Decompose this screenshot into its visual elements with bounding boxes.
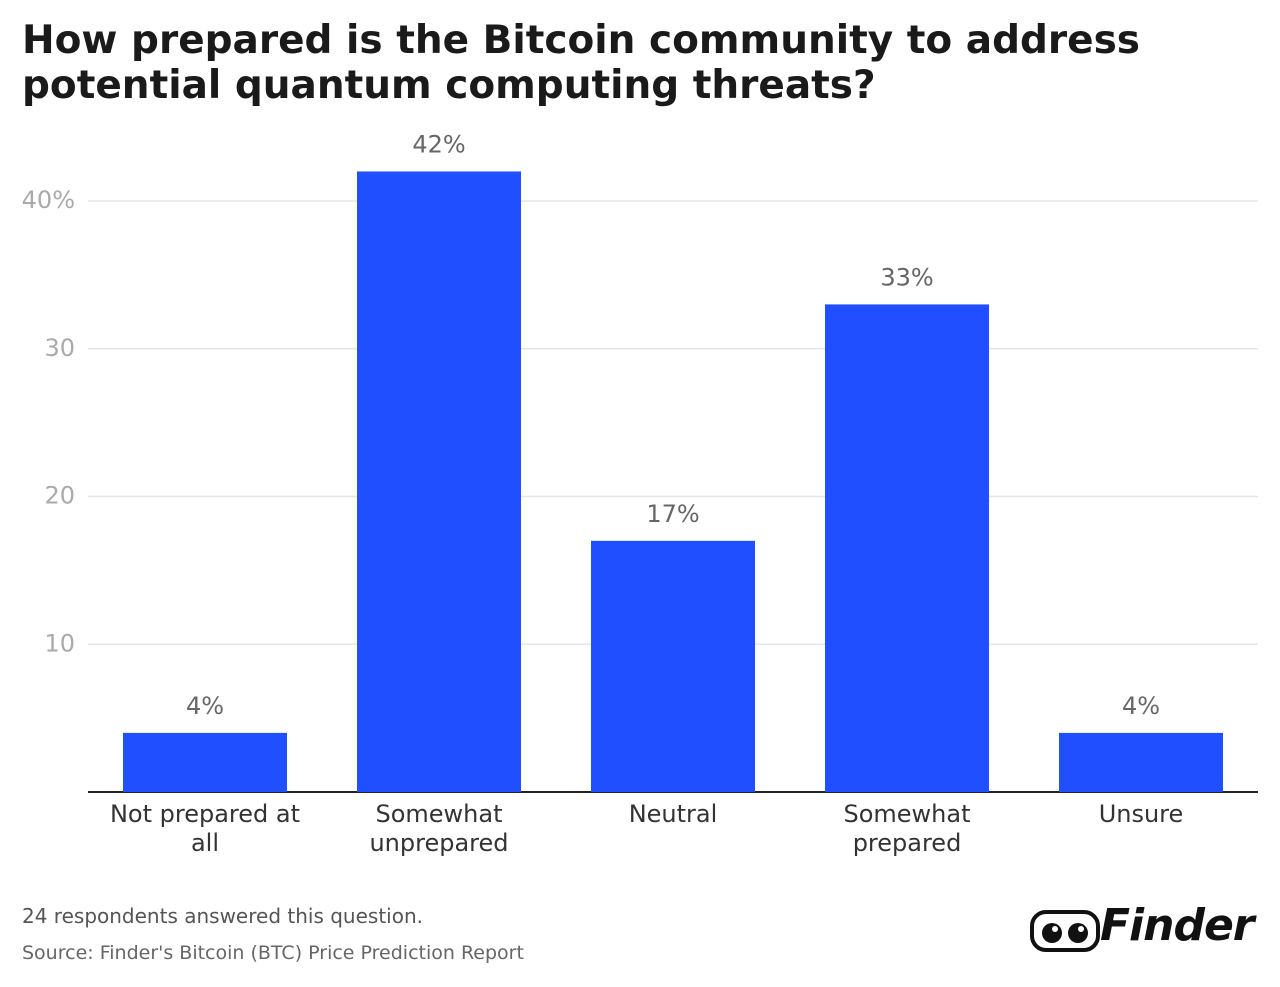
value-label: 4% [1122,692,1160,720]
x-tick-label: Not prepared at all [109,800,301,857]
y-tick-label: 40% [22,186,75,214]
bar [591,540,755,792]
bar [825,304,989,792]
value-label: 42% [412,130,465,158]
y-tick-label: 20 [44,482,75,510]
bar [1059,732,1223,792]
brand-logo-eyes [1030,910,1100,952]
y-tick-label: 30 [44,334,75,362]
chart-title: How prepared is the Bitcoin community to… [22,18,1141,108]
value-label: 33% [880,263,933,291]
source: Source: Finder's Bitcoin (BTC) Price Pre… [22,942,524,964]
brand: Finder [1100,900,1254,951]
value-label: 17% [646,500,699,528]
x-tick-label: Somewhat unprepared [369,800,509,857]
x-tick-label: Neutral [628,800,718,828]
bar [123,732,287,792]
value-label: 4% [186,692,224,720]
x-tick-label: Somewhat prepared [843,800,971,857]
y-tick-label: 10 [44,629,75,657]
bar [357,171,521,792]
x-tick-label: Unsure [1098,800,1184,828]
note: 24 respondents answered this question. [22,904,423,928]
